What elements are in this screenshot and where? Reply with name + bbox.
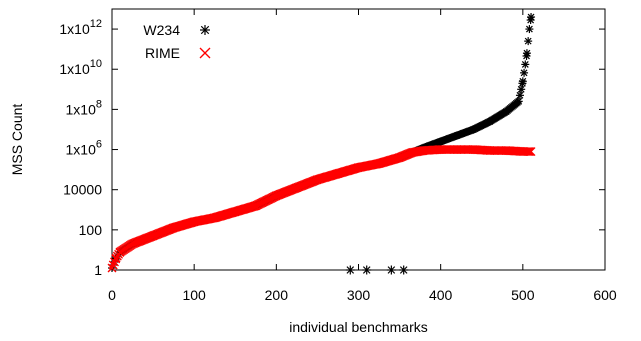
y-tick-label: 1x108 <box>66 98 102 117</box>
legend-label-rime: RIME <box>145 45 180 61</box>
data-point <box>525 25 534 34</box>
x-tick-label: 100 <box>182 287 206 303</box>
data-point <box>527 13 536 22</box>
data-point <box>522 49 531 58</box>
axis-ticks: 0 100 200 300 400 500 600 1 100 10000 1x106 1x108 1x… <box>59 9 617 303</box>
y-tick-label: 1x1012 <box>59 18 102 37</box>
data-point <box>523 147 533 157</box>
x-tick-label: 300 <box>347 287 371 303</box>
legend-marker-w234 <box>200 25 210 35</box>
plot-frame <box>111 8 606 271</box>
x-tick-label: 200 <box>265 287 289 303</box>
data-point <box>524 37 533 46</box>
x-tick-label: 400 <box>429 287 453 303</box>
x-tick-label: 0 <box>108 287 116 303</box>
data-point <box>517 85 526 94</box>
legend: W234 RIME <box>143 22 211 61</box>
y-axis-title: MSS Count <box>9 104 25 176</box>
y-tick-label: 1 <box>94 262 102 278</box>
data-point-outlier <box>362 265 372 275</box>
legend-symbol <box>200 25 210 35</box>
data-point <box>520 68 529 77</box>
x-axis-title: individual benchmarks <box>289 319 428 335</box>
x-tick-label: 600 <box>593 287 617 303</box>
data-point <box>521 60 530 69</box>
legend-marker-rime <box>199 47 211 59</box>
data-point <box>524 147 534 157</box>
y-tick-label: 100 <box>79 222 103 238</box>
y-tick-label: 10000 <box>63 182 102 198</box>
series-layer <box>107 13 536 275</box>
data-point <box>514 97 523 106</box>
data-point-outlier <box>386 265 396 275</box>
legend-label-w234: W234 <box>143 22 180 38</box>
y-tick-label: 1x106 <box>66 139 102 158</box>
data-point <box>107 263 117 273</box>
data-point <box>526 147 536 157</box>
data-point <box>518 77 527 86</box>
legend-symbol <box>199 47 211 59</box>
y-tick-label: 1x1010 <box>59 58 102 77</box>
data-point-outlier <box>345 265 355 275</box>
data-point <box>108 260 118 270</box>
series-rime <box>107 145 536 273</box>
data-point <box>515 91 524 100</box>
x-tick-label: 500 <box>511 287 535 303</box>
data-point-outlier <box>399 265 409 275</box>
